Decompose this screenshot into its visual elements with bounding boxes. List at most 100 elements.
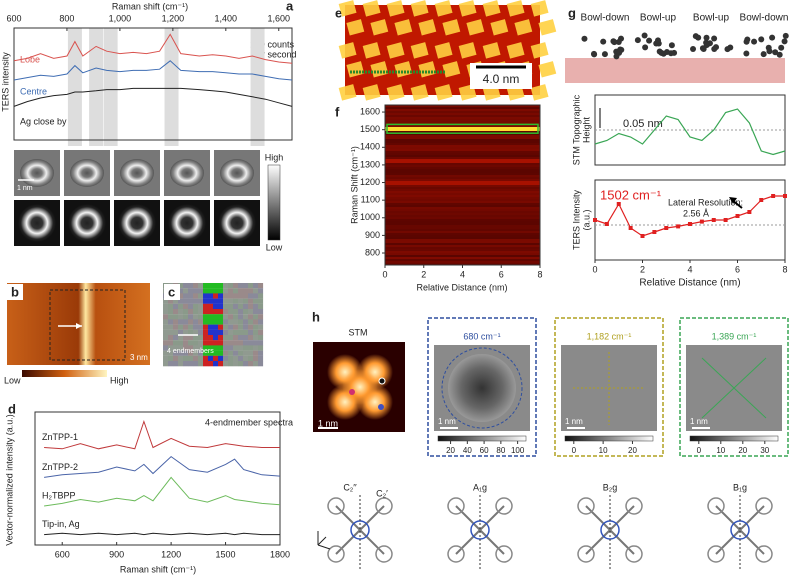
- pixel: [193, 350, 199, 356]
- pixel: [243, 350, 249, 356]
- pixel: [228, 345, 234, 351]
- atom: [690, 45, 697, 52]
- heat-row: [385, 113, 540, 116]
- x-tick-label: 2: [640, 264, 645, 274]
- symmetry-row: C₂′′ C₂′ A₁g B₂g B₁g: [317, 482, 773, 570]
- heat-row: [385, 111, 540, 114]
- spectrum: [13, 33, 293, 64]
- pixel: [203, 350, 209, 356]
- heat-row: [385, 239, 540, 242]
- pixel: [163, 324, 169, 330]
- pixel: [258, 361, 264, 367]
- map-frame: [554, 317, 664, 457]
- annotation: 2.56 Å: [683, 208, 709, 218]
- pixel: [203, 361, 209, 367]
- pixel: [253, 350, 259, 356]
- molecule-spot: [466, 19, 485, 36]
- pixel: [173, 340, 179, 346]
- pixel: [168, 329, 174, 336]
- atom: [758, 36, 765, 43]
- pixel: [188, 283, 194, 289]
- heat-row: [385, 183, 540, 186]
- pixel: [203, 293, 209, 299]
- colorbar-tick-label: 20: [738, 446, 747, 455]
- ring: [441, 347, 523, 429]
- pixel: [178, 314, 184, 320]
- molecule-spot: [410, 0, 429, 17]
- heat-row: [385, 131, 540, 134]
- x-tick-label: 1,400: [215, 13, 238, 23]
- pixel: [238, 329, 244, 336]
- pixel: [258, 293, 264, 299]
- bond: [359, 529, 385, 555]
- colorbar-tick-label: 20: [628, 446, 637, 455]
- molecule-spot: [418, 19, 437, 36]
- molecule-spot: [506, 42, 525, 59]
- series-label: Ag close by: [20, 116, 67, 126]
- pixel: [253, 324, 259, 330]
- heat-row: [385, 245, 540, 248]
- pixel: [213, 298, 219, 304]
- atom: [581, 35, 588, 42]
- pixel: [213, 283, 219, 289]
- x-axis-label: Relative Distance (nm): [416, 282, 507, 292]
- pixel: [198, 355, 204, 362]
- y-tick-label: 800: [365, 247, 380, 257]
- heat-row: [385, 147, 540, 150]
- colorbar: [689, 435, 779, 442]
- scale-bar-label: 3 nm: [130, 353, 148, 362]
- pixel: [193, 335, 199, 341]
- pixel: [233, 283, 239, 289]
- pixel: [178, 293, 184, 299]
- pixel: [188, 293, 194, 299]
- pixel: [258, 329, 264, 336]
- pixel: [258, 324, 264, 330]
- pixel: [178, 324, 184, 330]
- pixel: [243, 283, 249, 289]
- heat-row: [385, 207, 540, 210]
- atom: [751, 38, 758, 45]
- molecule-spot: [538, 19, 557, 36]
- spectrum: [13, 87, 293, 107]
- pixel: [233, 298, 239, 304]
- pixel: [253, 309, 259, 315]
- atom: [711, 45, 718, 52]
- pixel: [168, 361, 174, 367]
- pixel: [178, 309, 184, 315]
- pixel: [168, 309, 174, 315]
- heat-row: [385, 155, 540, 158]
- pixel: [248, 303, 254, 310]
- pixel: [163, 340, 169, 346]
- pixel: [243, 324, 249, 330]
- pixel: [213, 314, 219, 320]
- ters-map-ring: [170, 159, 204, 187]
- heat-row: [385, 193, 540, 196]
- heat-row: [385, 159, 540, 162]
- pixel: [233, 361, 239, 367]
- ters-map-ring: [70, 159, 104, 187]
- annotation: Lateral Resolution:: [668, 197, 743, 207]
- pixel: [203, 303, 209, 310]
- atom: [618, 35, 625, 42]
- ters-point: [640, 234, 645, 238]
- ters-point: [771, 194, 776, 198]
- pixel: [168, 350, 174, 356]
- pixel: [183, 309, 189, 315]
- heat-row: [385, 261, 540, 264]
- pixel: [173, 309, 179, 315]
- pixel: [168, 335, 174, 341]
- pixel: [188, 350, 194, 356]
- pixel: [243, 303, 249, 310]
- pixel: [248, 345, 254, 351]
- simulated-ring: [18, 204, 56, 242]
- pixel: [218, 324, 224, 330]
- ring: [327, 545, 345, 563]
- pixel: [198, 309, 204, 315]
- arrow-head: [729, 197, 737, 204]
- heat-row: [385, 255, 540, 258]
- ters-point: [747, 210, 752, 214]
- panel-label: h: [312, 309, 320, 324]
- colorbar-label: High: [265, 152, 284, 162]
- pixel: [233, 288, 239, 294]
- colorbar-label: Low: [4, 375, 21, 385]
